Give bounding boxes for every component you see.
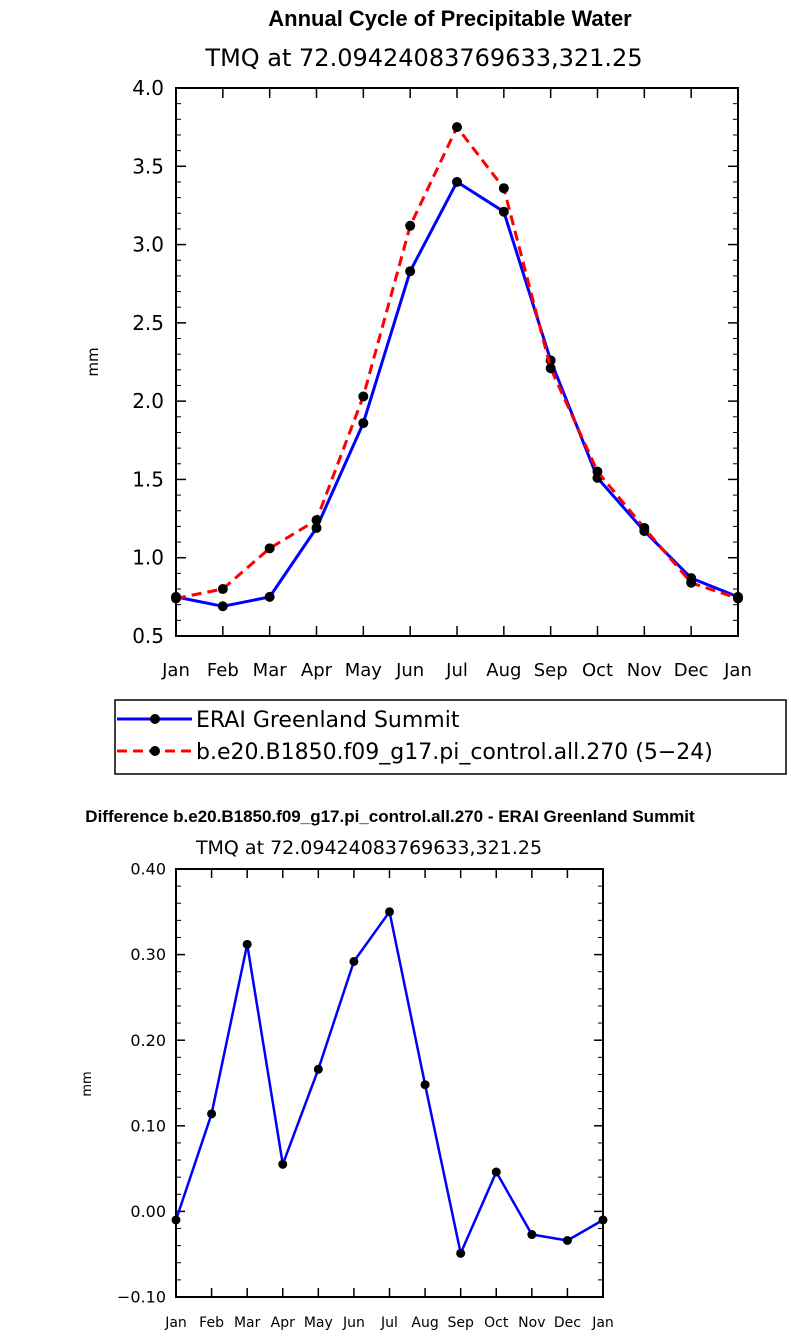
series-0-point — [264, 591, 275, 602]
series-0-point — [349, 956, 359, 966]
x-tick-label: Nov — [518, 1315, 545, 1331]
y-tick-label: 0.20 — [130, 1031, 166, 1050]
x-tick-label: Dec — [554, 1315, 581, 1331]
series-1-point — [452, 122, 462, 133]
x-tick-label: Jun — [395, 660, 424, 681]
series-line-0 — [175, 180, 739, 608]
y-tick-label: 3.5 — [132, 154, 164, 178]
x-tick-label: May — [304, 1315, 333, 1331]
legend-marker-model — [150, 746, 160, 756]
y-tick-label: 1.5 — [132, 467, 164, 491]
y-tick-label: 1.0 — [132, 546, 164, 570]
y-tick-label: −0.10 — [117, 1288, 166, 1307]
y-tick-label: 0.5 — [132, 624, 164, 648]
series-1-point — [171, 593, 181, 604]
series-0-point — [420, 1080, 430, 1090]
series-0-point — [242, 939, 252, 949]
x-tick-label: Jun — [342, 1315, 365, 1331]
y-tick-label: 2.5 — [132, 311, 164, 335]
chart1-legend-box — [114, 699, 787, 775]
legend-marker-erai — [150, 714, 160, 724]
y-tick-label: 0.10 — [130, 1116, 166, 1135]
series-line-0 — [174, 910, 604, 1255]
chart2-ylabel: mm — [80, 1071, 95, 1096]
series-1-point — [217, 584, 228, 595]
series-1-point — [686, 577, 697, 588]
series-0-point — [491, 1167, 501, 1177]
series-1-point — [358, 391, 369, 402]
series-line-1 — [175, 125, 739, 600]
series-0-point — [598, 1215, 608, 1225]
x-tick-label: Jul — [445, 660, 468, 681]
x-tick-label: Dec — [674, 660, 709, 681]
chart1-plot-frame — [175, 87, 739, 637]
series-0-point — [278, 1159, 288, 1169]
x-tick-label: Jul — [380, 1315, 398, 1331]
series-0-point — [358, 418, 369, 429]
x-tick-label: Nov — [627, 660, 662, 681]
series-0-point — [452, 176, 462, 187]
chart2-title: Difference b.e20.B1850.f09_g17.pi_contro… — [85, 807, 695, 826]
series-1-point — [639, 522, 650, 533]
x-tick-label: Jan — [591, 1315, 614, 1331]
y-tick-label: 0.40 — [130, 860, 166, 879]
x-tick-label: Sep — [534, 660, 568, 681]
x-tick-label: Aug — [486, 660, 521, 681]
chart2-subtitle: TMQ at 72.09424083769633,321.25 — [195, 837, 542, 859]
chart1-ylabel: mm — [84, 347, 102, 376]
y-tick-label: 2.0 — [132, 389, 164, 413]
y-tick-label: 3.0 — [132, 233, 164, 257]
series-0-point — [311, 522, 322, 533]
legend-label-model: b.e20.B1850.f09_g17.pi_control.all.270 (… — [196, 740, 713, 765]
series-0-point — [207, 1109, 217, 1119]
y-tick-label: 4.0 — [132, 76, 164, 100]
series-1-point — [498, 183, 509, 194]
legend-label-erai: ERAI Greenland Summit — [196, 708, 460, 733]
chart1-title: Annual Cycle of Precipitable Water — [268, 6, 632, 31]
series-0-point — [527, 1230, 537, 1240]
series-1-point — [264, 543, 275, 554]
series-0-point — [171, 1215, 181, 1225]
x-tick-label: Jan — [723, 660, 752, 681]
x-tick-label: Feb — [199, 1315, 224, 1331]
series-0-point — [498, 206, 509, 217]
x-tick-label: Aug — [411, 1315, 438, 1331]
y-tick-label: 0.00 — [130, 1202, 166, 1221]
x-tick-label: Jan — [161, 660, 190, 681]
series-1-point — [592, 466, 603, 477]
x-tick-label: Sep — [447, 1315, 474, 1331]
x-tick-label: Apr — [271, 1315, 295, 1331]
series-0-point — [405, 266, 416, 277]
x-tick-label: Oct — [484, 1315, 509, 1331]
series-0-point — [456, 1248, 466, 1258]
series-0-point — [385, 907, 394, 917]
x-tick-label: Feb — [207, 660, 239, 681]
series-1-point — [405, 220, 416, 231]
x-tick-label: Mar — [253, 660, 288, 681]
x-tick-label: Apr — [301, 660, 333, 681]
x-tick-label: Mar — [234, 1315, 261, 1331]
series-1-point — [733, 593, 743, 604]
x-tick-label: May — [345, 660, 383, 681]
series-0-point — [313, 1064, 323, 1074]
x-tick-label: Jan — [164, 1315, 187, 1331]
chart2-plot-frame — [175, 868, 604, 1298]
series-0-point — [217, 601, 228, 612]
chart1-subtitle: TMQ at 72.09424083769633,321.25 — [204, 44, 642, 72]
series-1-point — [311, 515, 322, 526]
x-tick-label: Oct — [582, 660, 613, 681]
series-0-point — [562, 1236, 572, 1246]
series-1-point — [545, 363, 556, 374]
y-tick-label: 0.30 — [130, 945, 166, 964]
